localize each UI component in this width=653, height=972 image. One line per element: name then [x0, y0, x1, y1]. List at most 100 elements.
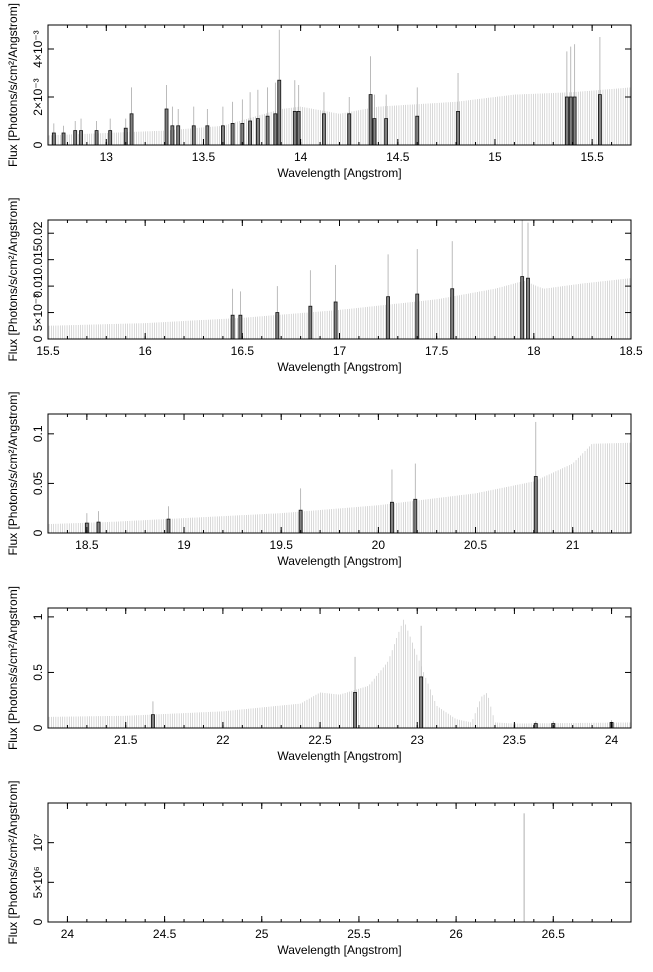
x-tick-label: 17: [333, 344, 347, 358]
emission-line-bar: [384, 118, 389, 146]
emission-line-bar: [248, 120, 253, 146]
x-tick-label: 14.5: [386, 150, 410, 164]
emission-line-bar: [296, 111, 301, 146]
x-tick-label: 20.5: [464, 538, 488, 552]
y-tick-label: 4×10⁻³: [31, 30, 45, 67]
x-tick-label: 13.5: [192, 150, 216, 164]
x-tick-label: 15.5: [36, 344, 60, 358]
x-tick-label: 23: [411, 733, 425, 747]
panel-1: 13 13.5 14 14.5 15 15.5 0 2×10⁻³ 4×10⁻³ Wavelengt…: [6, 3, 632, 180]
emission-line-bar: [230, 123, 235, 146]
emission-line-bar: [73, 130, 78, 146]
emission-line-bar: [568, 96, 573, 146]
emission-line-bar: [96, 521, 101, 534]
y-tick-label: 5×10⁻³: [31, 294, 45, 331]
emission-line-bar: [456, 111, 460, 146]
x-tick-label: 24: [61, 927, 75, 941]
plot-frame: [47, 607, 632, 729]
y-tick-label: 2×10⁻³: [31, 78, 45, 115]
emission-line-bar: [275, 312, 280, 340]
x-tick-label: 18.5: [75, 538, 99, 552]
x-tick-label: 26.5: [542, 927, 566, 941]
emission-line-bar: [255, 118, 260, 146]
emission-line-bar: [419, 676, 424, 729]
y-tick-label: 0.015: [31, 244, 45, 274]
emission-line-bar: [51, 132, 56, 146]
x-tick-label: 24: [605, 733, 619, 747]
x-tick-label: 16.5: [231, 344, 255, 358]
emission-line-bar: [240, 123, 245, 146]
emission-line-bar: [61, 132, 66, 146]
emission-line-bar: [322, 113, 326, 146]
emission-line-bar: [413, 498, 418, 534]
emission-line-bar: [170, 125, 175, 146]
emission-line-bar: [372, 118, 377, 146]
emission-line-bar: [450, 288, 455, 340]
x-tick-label: 15.5: [580, 150, 604, 164]
y-tick-label: 1: [31, 613, 45, 620]
x-axis-label: Wavelength [Angstrom]: [277, 360, 401, 374]
x-axis-label: Wavelength [Angstrom]: [277, 943, 401, 957]
emission-line-bar: [390, 501, 394, 534]
emission-line-bar: [598, 94, 602, 146]
emission-line-bar: [368, 94, 373, 146]
x-tick-label: 22: [216, 733, 230, 747]
emission-line-bar: [520, 276, 525, 340]
x-axis-label: Wavelength [Angstrom]: [277, 554, 401, 568]
x-tick-label: 21: [566, 538, 580, 552]
panel-5: 24 24.5 25 25.5 26 26.5 0 5×10⁶ 10⁷ Wavelength [A…: [6, 780, 632, 957]
y-tick-label: 0: [31, 335, 45, 342]
emission-line-bar: [415, 293, 420, 340]
y-axis-label: Flux [Photons/s/cm²/Angstrom]: [6, 586, 20, 750]
emission-line-bar: [308, 305, 313, 340]
y-axis-label: Flux [Photons/s/cm²/Angstrom]: [6, 391, 20, 555]
y-tick-label: 0.1: [31, 425, 45, 442]
y-axis-label: Flux [Photons/s/cm²/Angstrom]: [6, 197, 20, 361]
x-tick-label: 16: [138, 344, 152, 358]
emission-line-bar: [533, 476, 538, 534]
emission-line-bar: [526, 277, 530, 340]
emission-line-bar: [273, 113, 278, 146]
x-tick-label: 22.5: [308, 733, 332, 747]
emission-line-bar: [108, 130, 113, 146]
emission-line-bar: [164, 108, 169, 146]
plot-frame: [47, 413, 632, 534]
panel-2: 15.5 16 16.5 17 17.5 18 18.5 0 5×10⁻³0.010.0150.…: [6, 197, 643, 374]
x-tick-label: 14: [294, 150, 308, 164]
x-tick-label: 19.5: [270, 538, 294, 552]
emission-line-bar: [572, 96, 577, 146]
y-axis-label: Flux [Photons/s/cm²/Angstrom]: [6, 3, 20, 167]
plot-frame: [47, 802, 632, 923]
x-tick-label: 25: [255, 927, 269, 941]
plot-frame: [47, 24, 632, 146]
y-tick-label: 0: [31, 141, 45, 148]
y-tick-label: 0.02: [31, 221, 45, 245]
emission-line-bar: [333, 301, 338, 340]
emission-line-bar: [564, 96, 569, 146]
y-tick-label: 0: [31, 918, 45, 925]
emission-line-bar: [292, 111, 297, 146]
x-tick-label: 18: [527, 344, 541, 358]
x-tick-label: 18.5: [619, 344, 643, 358]
emission-line-bar: [79, 130, 83, 146]
x-tick-label: 24.5: [153, 927, 177, 941]
y-tick-label: 10⁷: [31, 834, 45, 852]
emission-line-bar: [386, 296, 390, 340]
x-axis-label: Wavelength [Angstrom]: [277, 749, 401, 763]
emission-line-bar: [129, 113, 134, 146]
y-tick-label: 0: [31, 724, 45, 731]
emission-line-bar: [298, 509, 303, 534]
emission-line-bar: [238, 314, 243, 340]
emission-line-bar: [166, 518, 171, 534]
x-tick-label: 15: [488, 150, 502, 164]
x-tick-label: 26: [449, 927, 463, 941]
emission-line-bar: [347, 113, 352, 146]
emission-line-bar: [151, 714, 155, 729]
x-tick-label: 13: [100, 150, 114, 164]
emission-line-bar: [277, 79, 282, 146]
emission-line-bar: [94, 130, 99, 146]
plot-frame: [47, 219, 632, 340]
panel-3: 18.5 19 19.5 20 20.5 21 0 0.05 0.1 Wavelength [An…: [6, 391, 632, 568]
y-tick-label: 0: [31, 529, 45, 536]
